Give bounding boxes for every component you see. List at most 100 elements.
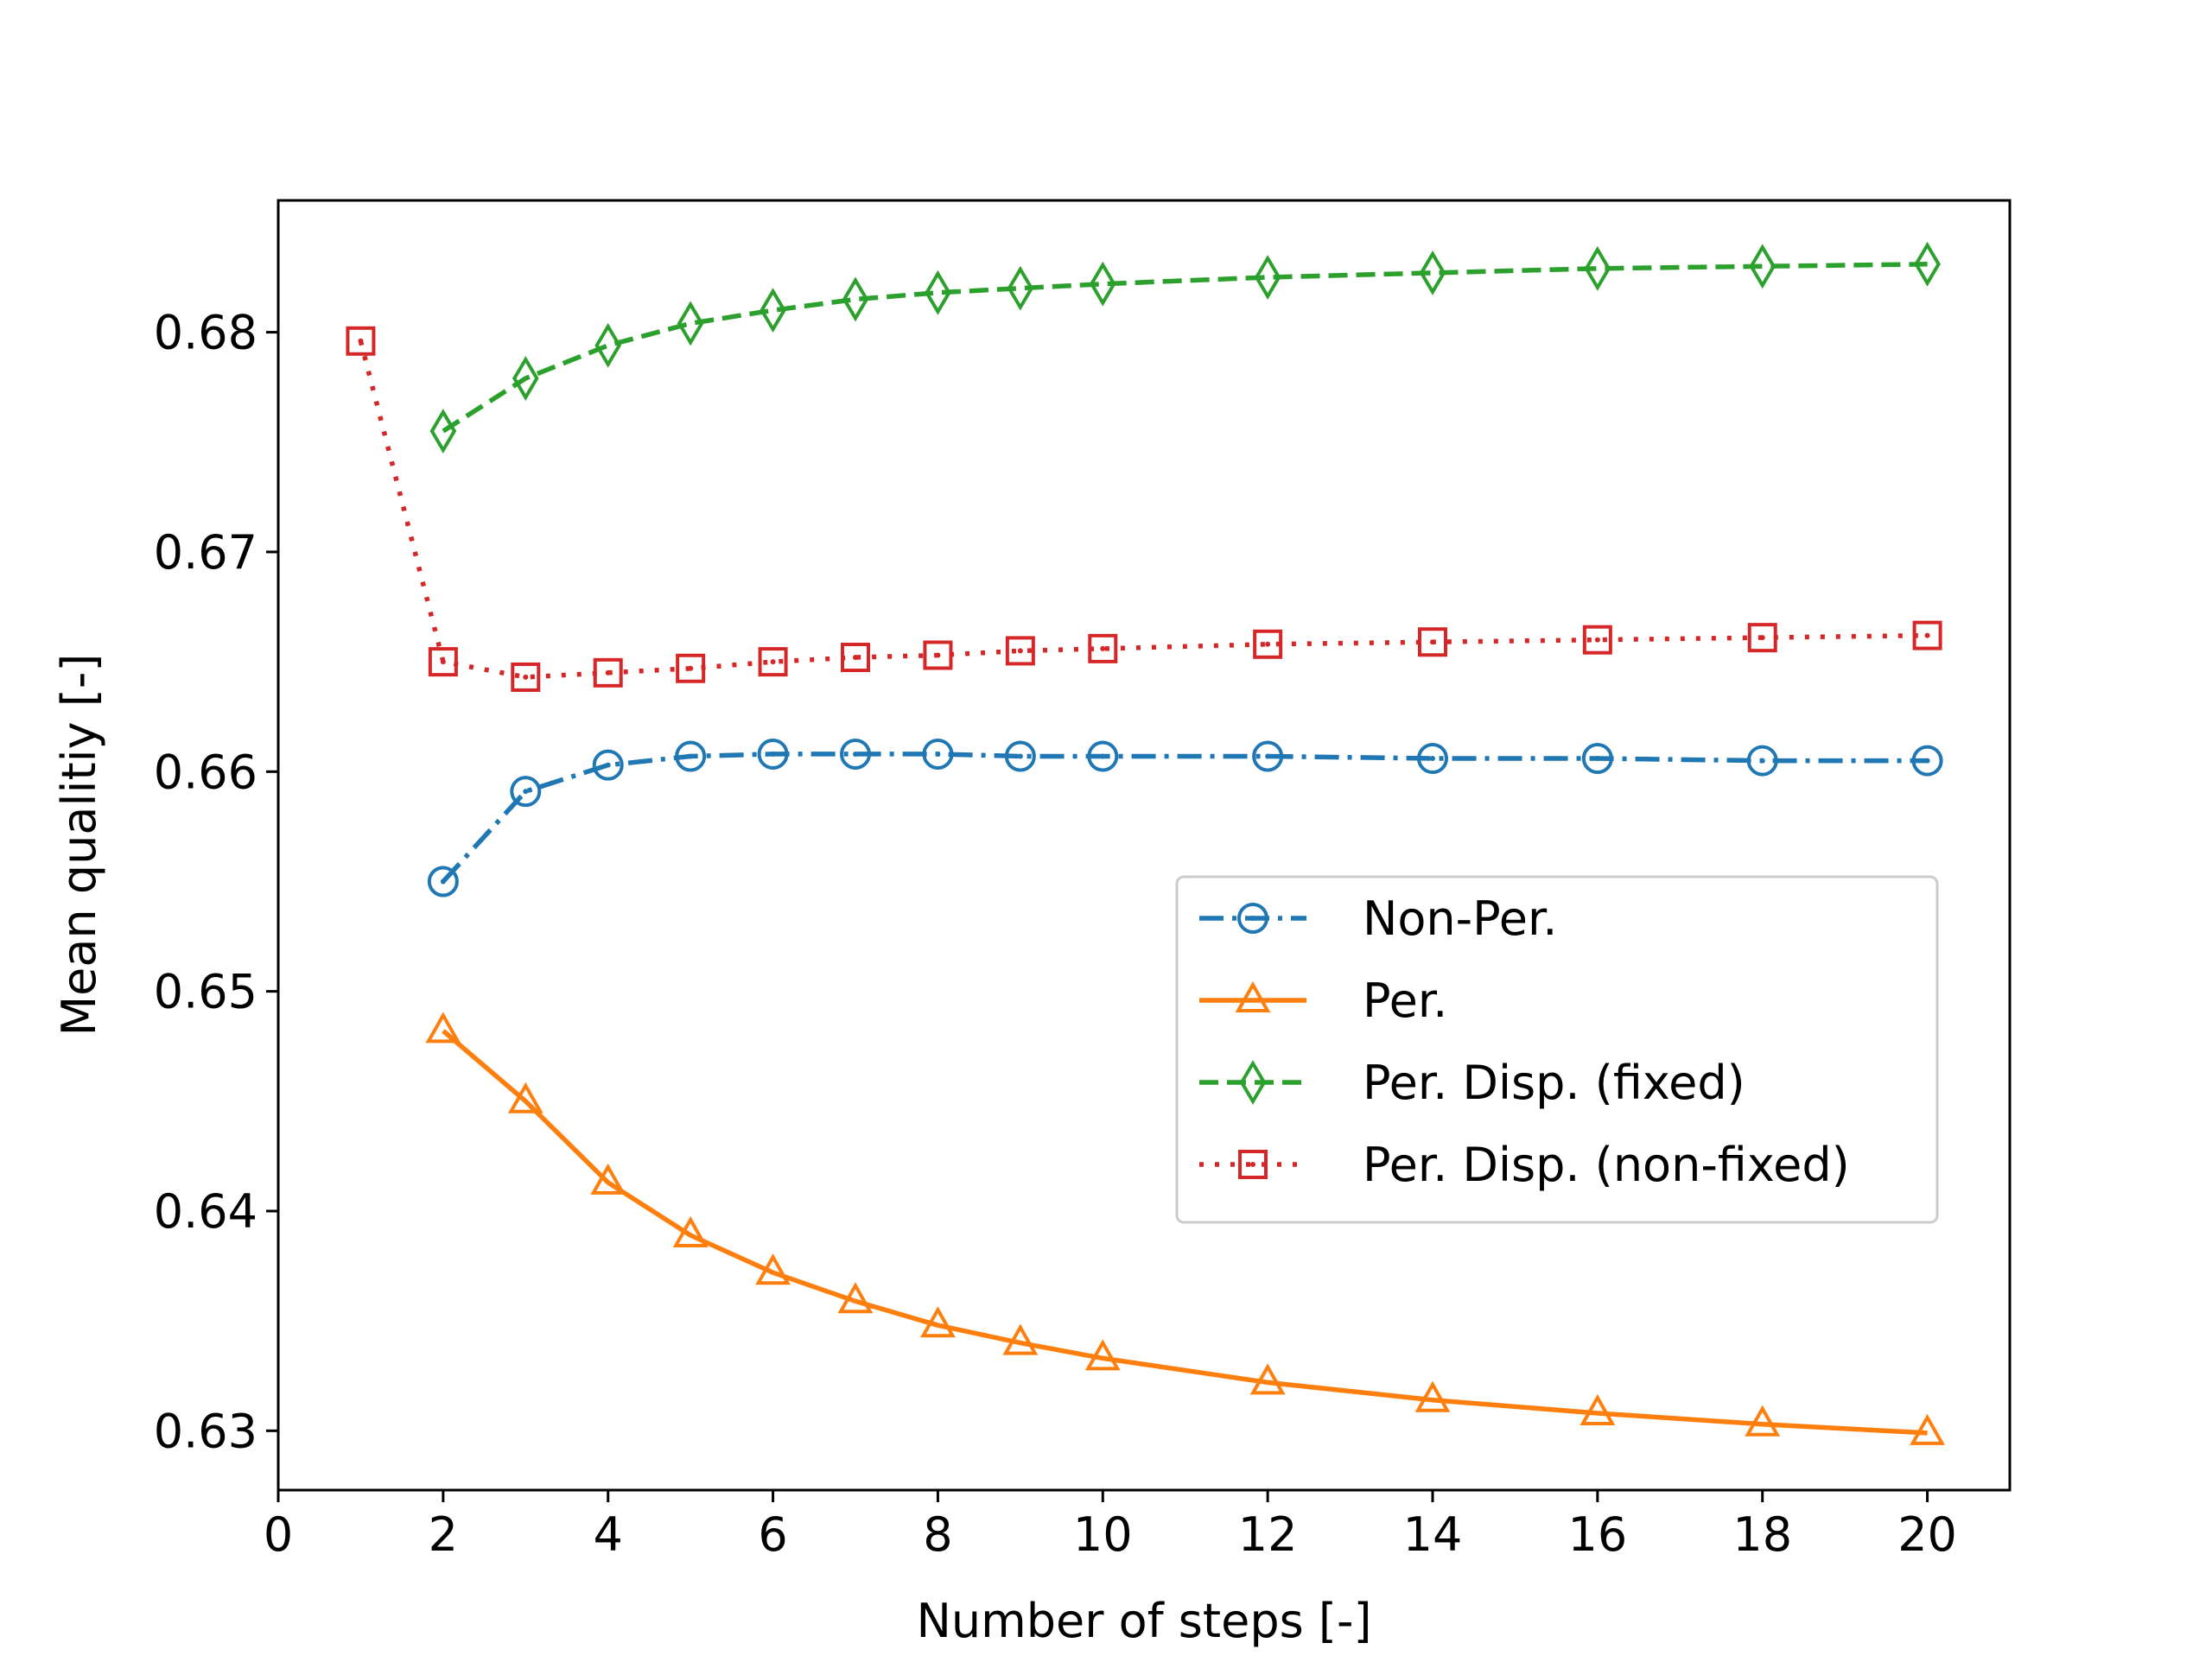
data-point	[676, 653, 706, 683]
data-point	[919, 1306, 956, 1338]
data-point-marker	[1417, 743, 1448, 775]
data-point	[840, 738, 871, 770]
data-point-marker	[758, 647, 788, 677]
series-group	[346, 326, 1942, 692]
data-point-marker	[1914, 241, 1941, 287]
data-point-marker	[1088, 633, 1118, 663]
data-point-center	[688, 665, 694, 671]
data-point-marker	[1910, 1413, 1946, 1445]
data-point-center	[358, 338, 364, 344]
data-point	[1911, 745, 1943, 777]
data-point-center	[1100, 753, 1106, 759]
data-point-marker	[1007, 265, 1034, 311]
series-group	[429, 241, 1941, 454]
data-point-center	[1265, 753, 1271, 759]
data-point-marker	[593, 657, 623, 688]
data-point	[1419, 251, 1446, 295]
x-axis-label: Number of steps [-]	[916, 1594, 1371, 1648]
data-point	[346, 326, 376, 356]
data-point-center	[605, 762, 611, 768]
data-point-marker	[677, 301, 704, 346]
x-tick-label: 4	[594, 1507, 623, 1562]
data-point	[760, 288, 786, 333]
data-point-marker	[676, 653, 706, 683]
data-point-marker	[1912, 620, 1942, 650]
legend-box	[1175, 875, 1939, 1224]
data-point	[592, 749, 624, 781]
data-point	[594, 322, 622, 368]
data-point	[672, 1215, 709, 1247]
data-point-center	[605, 669, 611, 676]
data-point	[925, 270, 951, 315]
data-point	[1253, 629, 1283, 659]
data-point	[1746, 745, 1778, 777]
y-tick-label: 0.64	[154, 1184, 257, 1239]
data-point-center	[1594, 756, 1600, 762]
legend: Non-Per. Per. Per. Disp. (fixed) Per. Disp.…	[1175, 875, 1939, 1224]
data-point	[842, 276, 869, 322]
data-point	[1747, 623, 1777, 653]
data-point-center	[853, 655, 858, 661]
data-point-center	[1924, 632, 1930, 638]
data-point-marker	[1235, 980, 1271, 1012]
data-point	[1249, 1363, 1286, 1395]
data-point-marker	[1087, 740, 1119, 772]
data-point-marker	[675, 740, 707, 772]
data-point-marker	[1414, 1380, 1451, 1412]
data-point-marker	[1254, 255, 1281, 300]
data-point	[1088, 633, 1118, 663]
data-point-marker	[1582, 625, 1612, 655]
data-point-marker	[1252, 740, 1284, 772]
data-point-marker	[1747, 623, 1777, 653]
data-point-marker	[1005, 636, 1035, 666]
data-point-marker	[1581, 743, 1613, 775]
data-point-marker	[1249, 1363, 1286, 1395]
data-point	[1749, 244, 1777, 289]
data-point	[1912, 620, 1942, 650]
data-point-center	[1017, 648, 1023, 654]
data-point-marker	[1584, 245, 1611, 291]
data-point	[507, 1082, 543, 1113]
data-point-center	[1265, 641, 1271, 647]
data-point-marker	[922, 738, 954, 770]
data-point-marker	[1580, 1393, 1616, 1425]
data-point	[755, 1253, 791, 1285]
data-point-marker	[837, 1282, 874, 1314]
data-point	[1252, 740, 1284, 772]
data-point-marker	[1239, 1060, 1267, 1105]
data-point-marker	[1237, 903, 1268, 934]
series-group	[425, 1012, 1946, 1445]
x-tick-label: 18	[1732, 1507, 1792, 1562]
data-point-center	[440, 879, 446, 885]
data-point	[1007, 265, 1034, 311]
data-point	[922, 738, 954, 770]
data-point	[510, 776, 542, 808]
data-point	[1002, 1323, 1039, 1355]
legend-entry: Per. Disp. (fixed)	[1199, 1056, 1745, 1110]
data-point	[427, 866, 459, 898]
data-point	[677, 301, 704, 346]
data-point	[1084, 1339, 1121, 1371]
data-point-marker	[925, 270, 951, 315]
data-point	[757, 738, 789, 770]
data-point-marker	[346, 326, 376, 356]
legend-label: Non-Per.	[1363, 891, 1557, 946]
data-point-marker	[760, 288, 786, 333]
data-point-marker	[842, 276, 869, 322]
data-point-center	[440, 659, 446, 665]
x-tick-label: 20	[1897, 1507, 1957, 1562]
data-point-center	[1100, 645, 1106, 651]
y-axis-label: Mean qualitiy [-]	[52, 654, 106, 1037]
series-line	[442, 262, 1928, 434]
data-point	[1580, 1393, 1616, 1425]
data-point-marker	[1419, 251, 1446, 295]
series-group	[427, 738, 1943, 898]
data-point	[1745, 1405, 1781, 1437]
y-tick-label: 0.67	[154, 525, 257, 580]
data-point-center	[1594, 637, 1600, 643]
data-point	[1910, 1413, 1946, 1445]
data-point	[923, 640, 953, 670]
data-point-center	[1759, 758, 1765, 764]
data-point-center	[770, 751, 776, 757]
